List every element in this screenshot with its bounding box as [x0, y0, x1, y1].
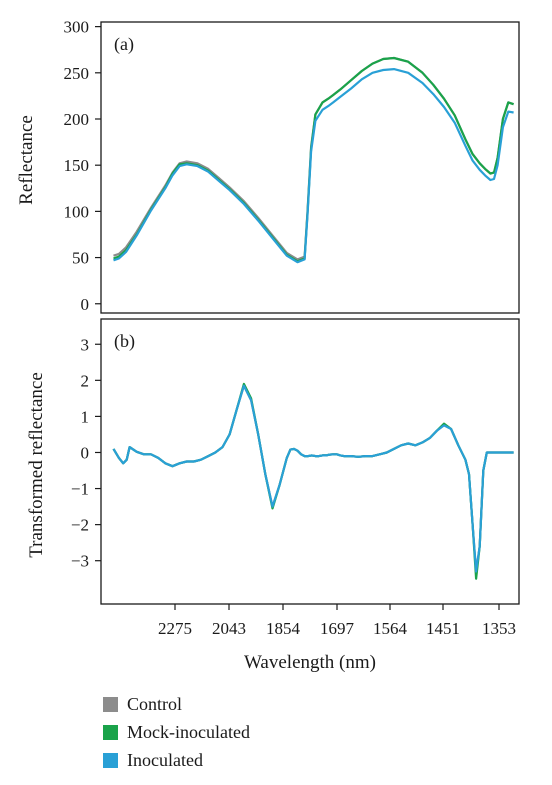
panel-b-series: [112, 382, 514, 580]
panel-b-label: (b): [114, 331, 135, 352]
legend-label-control: Control: [127, 693, 183, 714]
panel-a-reflectance: (a) Reflectance 0 50 100 150 200 250 300: [16, 18, 520, 314]
panel-a-ylabel: Reflectance: [16, 115, 37, 205]
y-tick-label: 2: [81, 371, 90, 390]
x-tick-label: 1353: [482, 619, 516, 638]
x-tick-label: 1697: [320, 619, 355, 638]
y-tick-label: 50: [72, 249, 89, 268]
x-tick-label: 1564: [373, 619, 408, 638]
y-tick-label: 300: [64, 18, 90, 37]
y-tick-label: 1: [81, 407, 90, 426]
legend-item-inoculated: Inoculated: [103, 746, 250, 774]
panel-b-x-ticks: 2275 2043 1854 1697 1564 1451 1353: [158, 604, 516, 638]
panel-a-label: (a): [114, 34, 134, 55]
y-tick-label: −3: [71, 552, 89, 571]
legend-label-inoculated: Inoculated: [127, 749, 203, 770]
series-line-inoculated: [112, 384, 514, 573]
y-tick-label: 250: [64, 64, 90, 83]
panel-b-ylabel: Transformed reflectance: [26, 372, 47, 558]
y-tick-label: 100: [64, 202, 90, 221]
panel-b-y-ticks: −3 −2 −1 0 1 2 3: [71, 335, 101, 571]
panel-a-y-ticks: 0 50 100 150 200 250 300: [64, 18, 101, 314]
x-tick-label: 1451: [426, 619, 460, 638]
y-tick-label: −2: [71, 516, 89, 535]
y-tick-label: 0: [81, 443, 90, 462]
legend-label-mock: Mock-inoculated: [127, 721, 250, 742]
legend-item-mock: Mock-inoculated: [103, 718, 250, 746]
panel-a-series: [113, 56, 514, 264]
series-line-inoculated: [113, 68, 514, 264]
x-tick-label: 2275: [158, 619, 192, 638]
y-tick-label: −1: [71, 480, 89, 499]
legend-swatch-control: [103, 696, 118, 712]
y-tick-label: 0: [81, 295, 90, 314]
series-line-control: [113, 56, 514, 261]
series-line-mock-inoculated: [112, 382, 514, 580]
legend-swatch-mock: [103, 724, 118, 740]
legend-swatch-inoculated: [103, 752, 118, 768]
y-tick-label: 200: [64, 110, 90, 129]
x-tick-label: 1854: [266, 619, 301, 638]
legend: Control Mock-inoculated Inoculated: [103, 690, 250, 774]
y-tick-label: 3: [81, 335, 90, 354]
panel-b-transformed: (b) Transformed reflectance −3 −2 −1 0 1 2 3 2…: [26, 318, 520, 673]
panel-b-frame: [100, 318, 520, 605]
legend-item-control: Control: [103, 690, 250, 718]
y-tick-label: 150: [64, 156, 90, 175]
panel-a-frame: [100, 21, 520, 314]
x-tick-label: 2043: [212, 619, 246, 638]
series-line-control: [112, 384, 514, 573]
x-axis-label: Wavelength (nm): [244, 652, 376, 673]
series-line-mock-inoculated: [113, 56, 514, 263]
